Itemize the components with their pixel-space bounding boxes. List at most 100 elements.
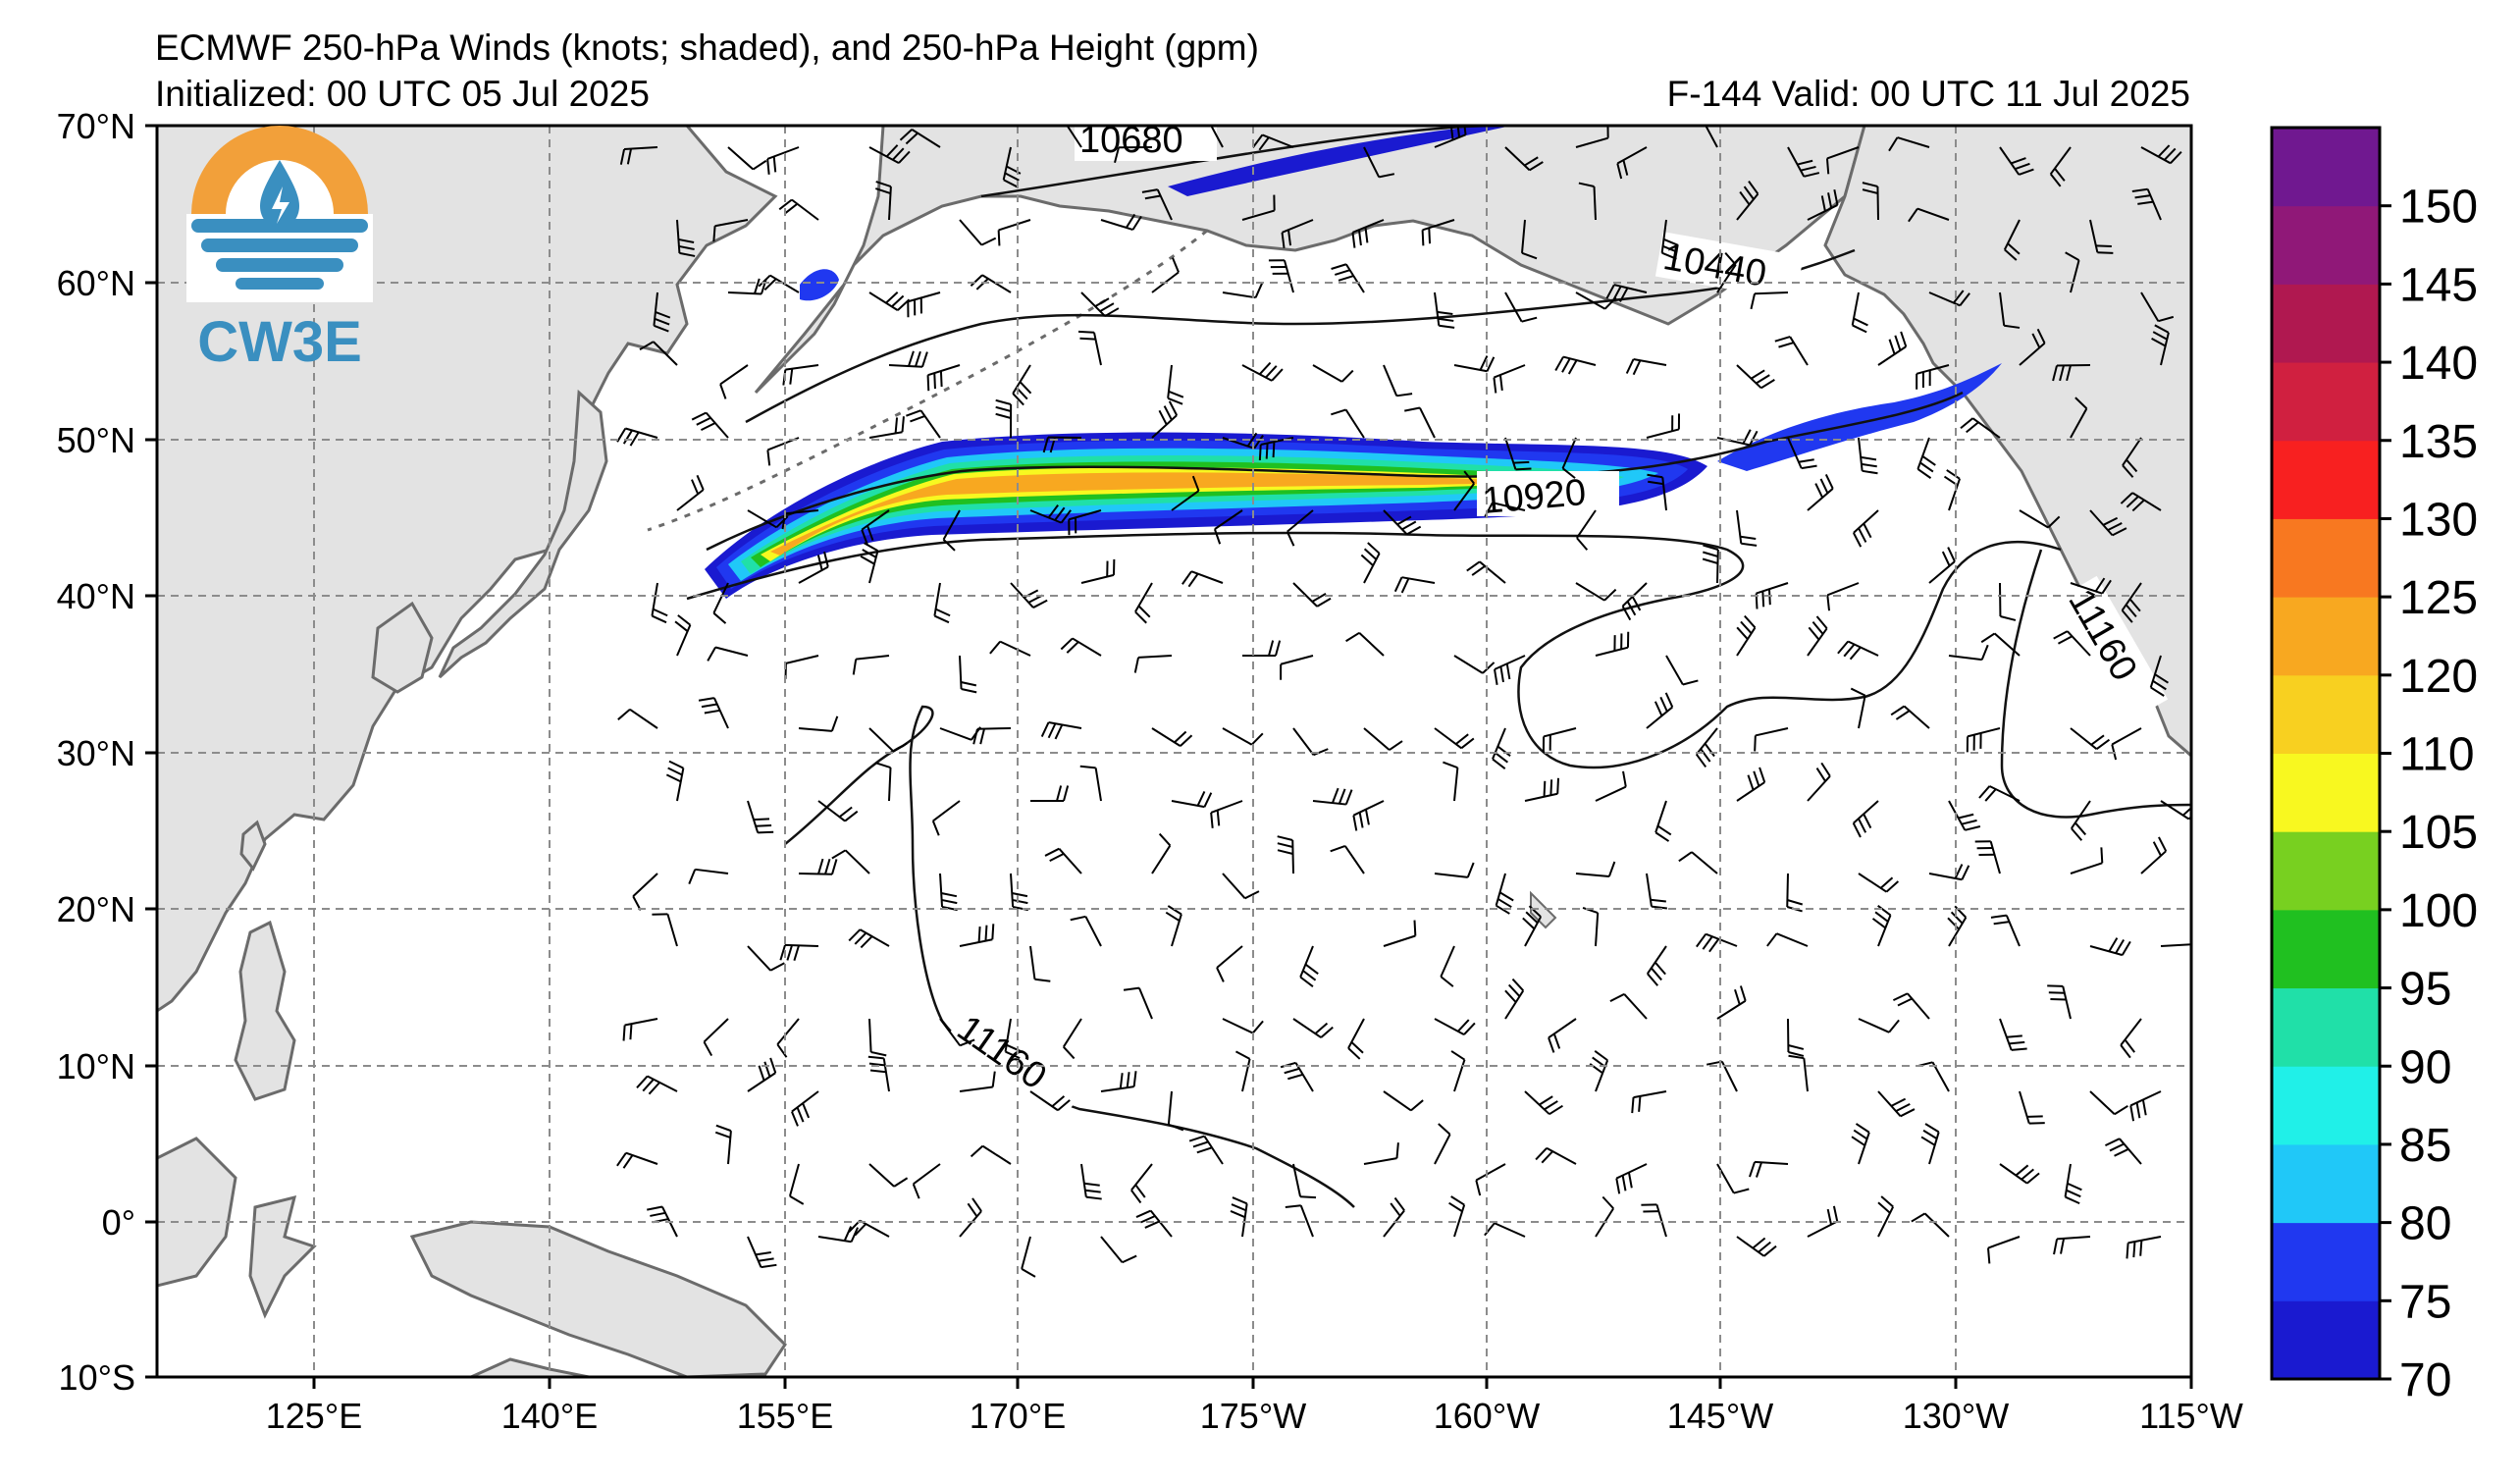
- wind-barb: [653, 291, 658, 326]
- contour-label-10680: 10680: [1079, 120, 1183, 161]
- wind-barb: [1716, 1163, 1735, 1194]
- wind-barb: [2122, 437, 2142, 466]
- wind-barb-feather: [1621, 1175, 1627, 1192]
- wind-barb-feather: [1625, 358, 1635, 374]
- wind-barb: [1546, 1146, 1577, 1165]
- wind-barb-feather: [776, 1043, 788, 1058]
- wind-barb-feather: [1163, 405, 1173, 421]
- wind-barb-feather: [1345, 631, 1360, 643]
- wind-barb-feather: [678, 238, 695, 243]
- wind-barb: [2160, 332, 2170, 366]
- wind-barb-feather: [1331, 263, 1347, 270]
- logo-text: CW3E: [197, 310, 362, 374]
- wind-barb-feather: [1894, 335, 1902, 351]
- wind-barb-feather: [622, 1154, 634, 1169]
- wind-barb: [1633, 358, 1667, 366]
- wind-barb-feather: [2015, 1164, 2029, 1177]
- colorbar-swatch: [2272, 597, 2380, 676]
- wind-barb-feather: [2047, 515, 2061, 529]
- wind-barb-feather: [2135, 1102, 2141, 1119]
- lat-label-60n: 60°N: [57, 263, 135, 303]
- wind-barb: [1241, 1203, 1248, 1238]
- wind-barb-feather: [2101, 579, 2112, 595]
- wind-barb-feather: [991, 924, 995, 940]
- wind-barb-feather: [1528, 905, 1542, 918]
- wind-barb-feather: [1879, 876, 1894, 889]
- wind-barb-feather: [701, 703, 717, 709]
- wind-barb-feather: [2129, 1105, 2135, 1122]
- wind-barb: [1948, 655, 1982, 662]
- wind-barb-feather: [1196, 1146, 1213, 1154]
- wind-barb: [1575, 136, 1608, 148]
- wind-barb: [1756, 582, 1789, 595]
- wind-barb: [1291, 839, 1294, 874]
- wind-barb-feather: [1539, 1095, 1553, 1106]
- wind-barb-feather: [1054, 506, 1066, 521]
- wind-barb-feather: [894, 417, 899, 434]
- wind-barb-feather: [1650, 898, 1666, 903]
- wind-barb-feather: [1479, 355, 1489, 371]
- wind-barb: [1826, 582, 1860, 597]
- lon-label-145w: 145°W: [1667, 1396, 1773, 1436]
- wind-barb: [747, 1236, 762, 1268]
- wind-barb-feather: [1825, 158, 1830, 175]
- wind-barb: [1916, 207, 1950, 221]
- wind-barb: [1907, 992, 1930, 1020]
- wind-barb-feather: [1578, 182, 1595, 188]
- wind-barb: [1494, 1222, 1526, 1238]
- wind-barb: [1066, 126, 1082, 148]
- wind-barb-feather: [1131, 215, 1142, 231]
- wind-barb-feather: [1961, 819, 1977, 825]
- wind-barb-feather: [654, 317, 670, 326]
- wind-barb-feather: [1736, 626, 1749, 640]
- wind-barb-feather: [629, 1024, 633, 1040]
- wind-barb-feather: [1525, 911, 1539, 924]
- wind-barb: [785, 509, 819, 515]
- wind-barb-feather: [763, 1061, 771, 1078]
- lon-label-130w: 130°W: [1903, 1396, 2009, 1436]
- wind-barb-feather: [1626, 601, 1637, 616]
- wind-barb-feather: [2170, 151, 2182, 165]
- wind-barb-feather: [653, 608, 668, 617]
- wind-barb-feather: [1137, 605, 1151, 618]
- wind-barb-feather: [1833, 189, 1839, 206]
- wind-barb-feather: [1496, 745, 1511, 758]
- wind-barb: [1004, 1018, 1012, 1052]
- wind-barb: [1504, 989, 1525, 1020]
- wind-barb-feather: [854, 931, 867, 945]
- nepac-jet: [1717, 363, 2002, 471]
- wind-barb-feather: [1788, 1051, 1805, 1057]
- wind-barb-feather: [1254, 283, 1263, 298]
- wind-barb-feather: [1034, 978, 1051, 982]
- wind-barb-feather: [1704, 743, 1715, 758]
- wind-barb-feather: [1874, 911, 1889, 923]
- wind-barb: [1222, 727, 1253, 746]
- wind-barb-feather: [1615, 1178, 1621, 1194]
- wind-barb-feather: [772, 156, 777, 173]
- colorbar-tick-label: 125: [2399, 572, 2478, 624]
- wind-barb-feather: [703, 1041, 713, 1057]
- colorbar-tick-label: 130: [2399, 494, 2478, 546]
- wind-barb: [2057, 1236, 2091, 1241]
- wind-barb-feather: [2105, 1138, 2121, 1147]
- wind-barb-feather: [2066, 365, 2072, 382]
- colorbar-labels: 70 75 80 85 90 95 100 105 110 120 125 130 135 140 145 1…: [2399, 182, 2478, 1406]
- wind-barb-feather: [1743, 185, 1755, 200]
- wind-barb-feather: [2152, 841, 2162, 857]
- wind-barb: [1705, 126, 1718, 148]
- wind-barb: [798, 565, 829, 584]
- wind-barb-feather: [1753, 770, 1760, 787]
- wind-barb-feather: [1275, 640, 1282, 657]
- wind-barb-feather: [619, 148, 626, 165]
- wind-barb-feather: [2154, 673, 2169, 684]
- wind-barb-feather: [2007, 242, 2021, 255]
- wind-barb-feather: [1167, 397, 1183, 405]
- wind-barb-feather: [984, 925, 988, 941]
- wind-barb-feather: [1808, 626, 1820, 641]
- wind-barb-feather: [793, 945, 800, 961]
- wind-barb-feather: [636, 1075, 649, 1089]
- korea-land: [371, 601, 434, 694]
- wind-barb-feather: [2131, 187, 2148, 192]
- wind-barb-feather: [931, 821, 940, 836]
- wind-barb-feather: [1837, 640, 1850, 655]
